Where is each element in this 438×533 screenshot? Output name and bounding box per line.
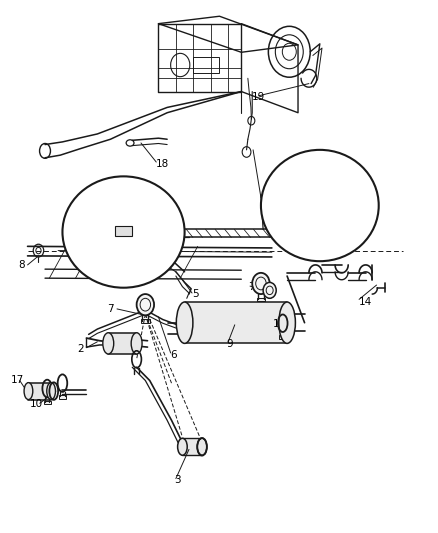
Text: 7: 7 [247, 281, 254, 292]
Circle shape [262, 282, 276, 298]
Bar [256, 298, 265, 302]
Bar [193, 57, 219, 73]
Text: 11: 11 [69, 236, 82, 246]
Ellipse shape [260, 150, 378, 261]
Ellipse shape [278, 302, 295, 343]
Text: 17: 17 [11, 375, 24, 385]
Bar [141, 319, 149, 322]
Text: 15: 15 [278, 215, 291, 225]
Text: 5: 5 [191, 289, 198, 299]
Text: 9: 9 [226, 339, 232, 349]
Text: 2: 2 [78, 344, 84, 354]
Ellipse shape [177, 438, 187, 455]
Bar [182, 438, 201, 455]
Ellipse shape [197, 438, 206, 455]
Bar [184, 302, 286, 343]
Ellipse shape [176, 302, 192, 343]
Ellipse shape [47, 383, 55, 400]
Ellipse shape [131, 333, 142, 354]
Text: 6: 6 [170, 350, 176, 360]
Text: 16: 16 [291, 193, 304, 204]
Text: 8: 8 [18, 261, 25, 270]
Text: 3: 3 [173, 475, 180, 485]
Ellipse shape [62, 176, 184, 288]
Text: 14: 14 [358, 297, 371, 307]
Bar [59, 395, 66, 399]
Bar [108, 333, 136, 354]
Text: 10: 10 [272, 319, 285, 329]
Circle shape [136, 294, 154, 316]
Text: 19: 19 [252, 92, 265, 102]
Bar [28, 383, 51, 400]
Ellipse shape [102, 333, 113, 354]
Text: 18: 18 [156, 159, 169, 168]
Text: 7: 7 [107, 304, 113, 314]
Bar [279, 335, 286, 339]
Text: 13: 13 [126, 244, 139, 254]
Bar [44, 401, 50, 405]
Bar [115, 225, 132, 236]
Ellipse shape [24, 383, 33, 400]
Text: 1: 1 [261, 194, 268, 204]
Text: 10: 10 [30, 399, 43, 409]
Circle shape [252, 273, 269, 294]
